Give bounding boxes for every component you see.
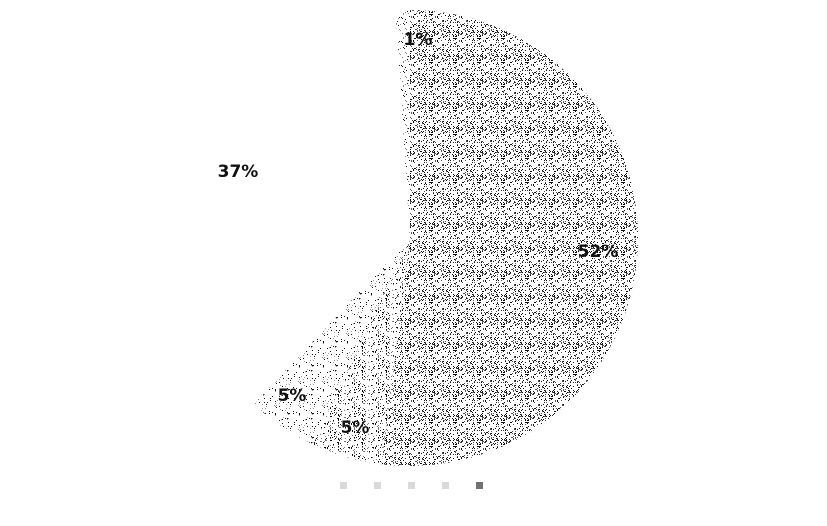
- pie-slice-label-2: 5%: [341, 418, 370, 438]
- pie-slice-label-1: 52%: [578, 242, 619, 262]
- pie-slice-3: [253, 238, 410, 445]
- pie-slice-4: [182, 10, 410, 405]
- legend-swatch: [475, 481, 483, 489]
- pie-slice-2: [312, 238, 410, 465]
- pie-slice-1: [381, 9, 639, 466]
- pie-slice-label-3: 5%: [278, 386, 307, 406]
- legend-item-4: [441, 481, 454, 489]
- legend-swatch: [373, 481, 381, 489]
- pie-slice-label-4: 37%: [218, 162, 259, 182]
- legend-swatch: [339, 481, 347, 489]
- legend-swatch: [441, 481, 449, 489]
- slices-layer: [182, 9, 639, 466]
- legend-item-3: [407, 481, 420, 489]
- pie-slice-5: [395, 10, 410, 238]
- labels-layer: 52% 5% 5% 37% 1%: [218, 30, 619, 438]
- legend-item-5: [475, 481, 488, 489]
- legend: [0, 470, 827, 500]
- pie-slice-label-5: 1%: [404, 30, 433, 50]
- legend-item-2: [373, 481, 386, 489]
- legend-item-1: [339, 481, 352, 489]
- legend-swatch: [407, 481, 415, 489]
